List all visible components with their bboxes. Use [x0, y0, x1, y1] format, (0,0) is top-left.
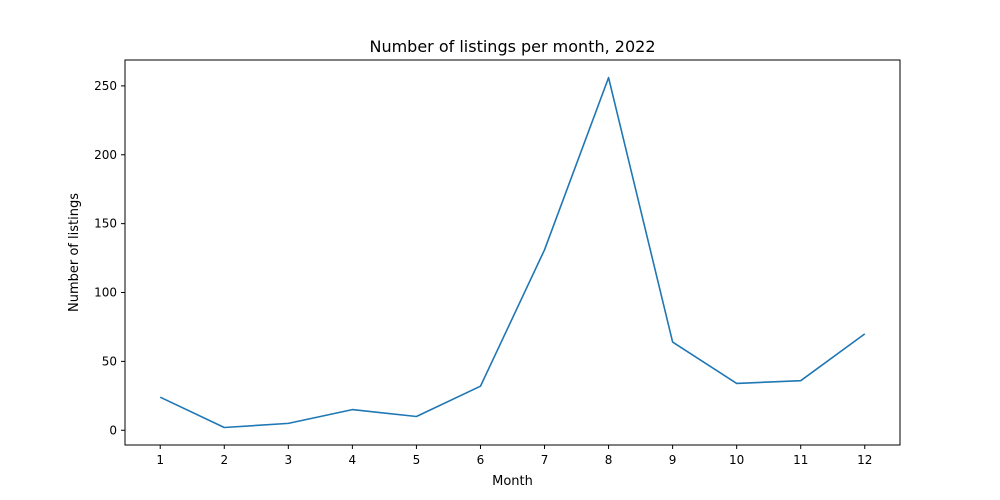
y-tick-label: 150 — [94, 217, 117, 231]
data-point — [670, 340, 675, 345]
x-tick-label: 8 — [605, 453, 613, 467]
y-tick-label: 50 — [102, 354, 117, 368]
data-point — [606, 75, 611, 80]
y-tick-label: 250 — [94, 79, 117, 93]
data-point — [542, 247, 547, 252]
x-tick-label: 4 — [349, 453, 357, 467]
y-tick-label: 0 — [109, 423, 117, 437]
data-point — [222, 425, 227, 430]
data-point — [158, 395, 163, 400]
x-axis: 1 2 3 4 5 6 7 8 9 10 11 12 — [156, 445, 872, 467]
series-layer — [158, 75, 867, 430]
x-tick-label: 2 — [220, 453, 228, 467]
data-point — [734, 381, 739, 386]
x-tick-label: 7 — [541, 453, 549, 467]
x-tick-label: 3 — [285, 453, 293, 467]
y-tick-label: 200 — [94, 148, 117, 162]
x-tick-label: 12 — [857, 453, 872, 467]
x-tick-label: 11 — [793, 453, 808, 467]
y-axis: 0 50 100 150 200 250 — [94, 79, 125, 437]
data-point — [798, 378, 803, 383]
x-tick-label: 1 — [156, 453, 164, 467]
plot-frame — [124, 59, 901, 446]
chart-title: Number of listings per month, 2022 — [369, 37, 655, 56]
x-tick-label: 6 — [477, 453, 485, 467]
data-point — [350, 407, 355, 412]
x-tick-label: 9 — [669, 453, 677, 467]
data-point — [862, 331, 867, 336]
y-tick-label: 100 — [94, 286, 117, 300]
data-point — [478, 384, 483, 389]
y-axis-label: Number of listings — [67, 193, 82, 312]
series-line — [159, 76, 866, 429]
x-tick-label: 10 — [729, 453, 744, 467]
x-axis-label: Month — [492, 474, 533, 489]
data-point — [286, 421, 291, 426]
data-point — [414, 414, 419, 419]
x-tick-label: 5 — [413, 453, 421, 467]
